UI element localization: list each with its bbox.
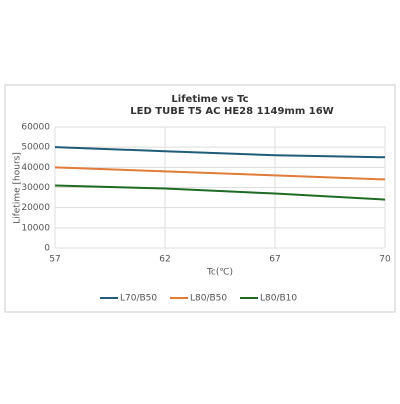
x-tick-label: 70 <box>379 255 391 265</box>
x-tick-label: 67 <box>269 255 280 265</box>
line-series <box>54 146 386 159</box>
y-tick-label: 20000 <box>21 203 50 213</box>
chart-frame <box>4 84 396 313</box>
x-axis-label: Tc(℃) <box>206 268 233 278</box>
legend-label: L80/B10 <box>260 294 297 304</box>
legend-label: L80/B50 <box>190 294 227 304</box>
legend-label: L70/B50 <box>120 294 157 304</box>
chart-subtitle: LED TUBE T5 AC HE28 1149mm 16W <box>130 106 333 117</box>
line-series <box>54 184 386 201</box>
y-tick-label: 0 <box>44 244 50 254</box>
y-tick-label: 60000 <box>21 123 50 133</box>
y-tick-label: 40000 <box>21 163 50 173</box>
y-tick-label: 10000 <box>21 223 50 233</box>
x-tick-label: 62 <box>159 255 170 265</box>
y-tick-label: 50000 <box>21 143 50 153</box>
x-tick-label: 57 <box>49 255 60 265</box>
y-axis-label: Lifetime [hours] <box>13 152 23 224</box>
line-series <box>54 166 386 181</box>
chart-title: Lifetime vs Tc <box>171 94 248 105</box>
y-tick-label: 30000 <box>21 183 50 193</box>
